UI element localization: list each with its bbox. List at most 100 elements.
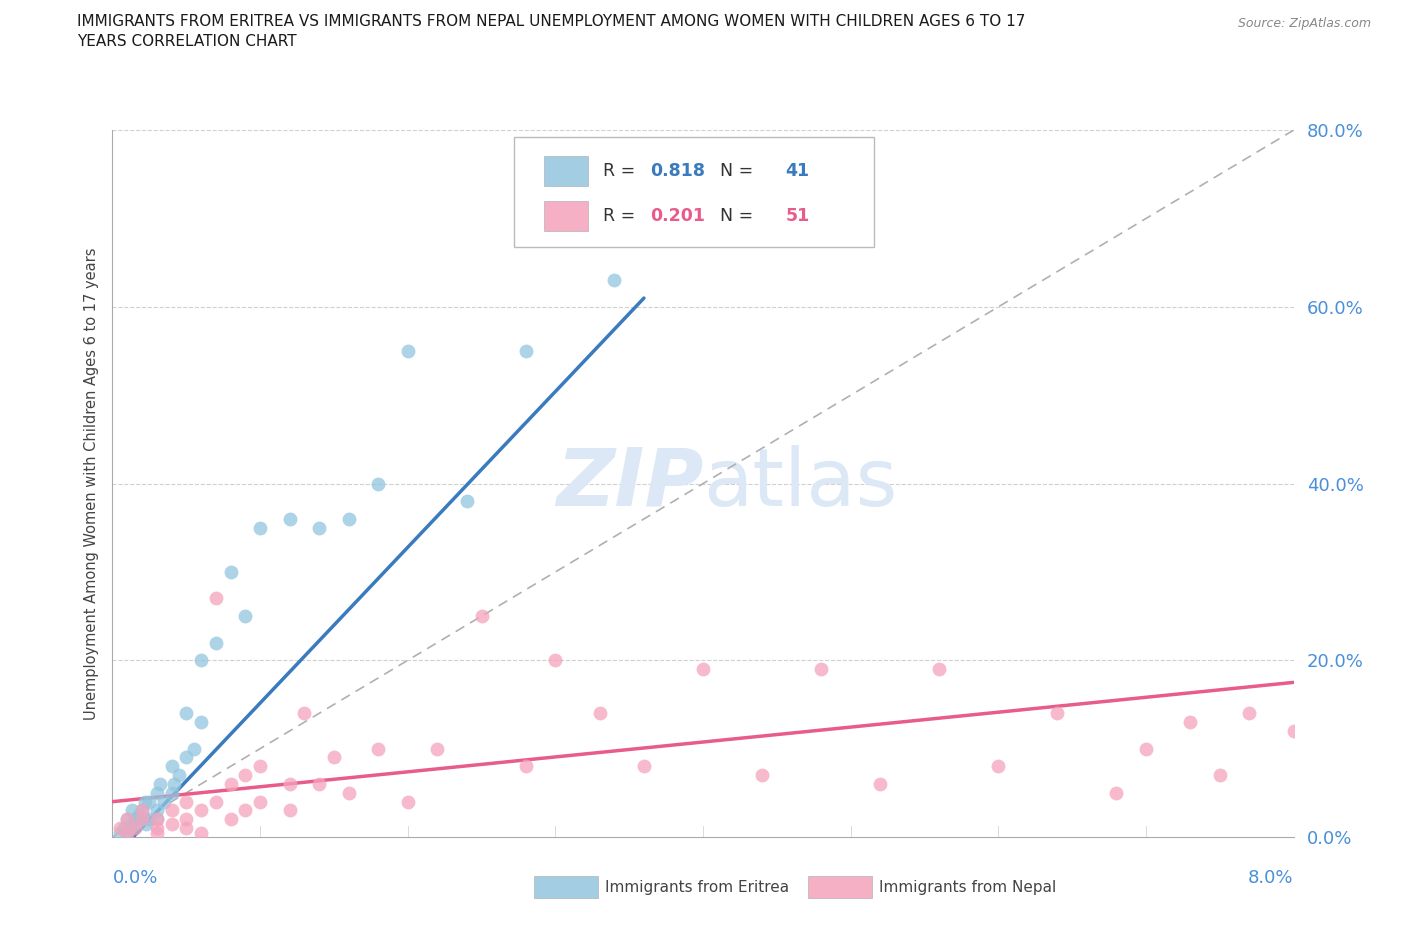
Point (233, 768, 256, 783)
Point (869, 777, 891, 791)
Point (138, 794, 160, 809)
Point (134, 794, 156, 809)
Point (249, 759, 271, 774)
Point (603, 273, 626, 288)
Point (1239, 706, 1261, 721)
Point (308, 521, 330, 536)
Point (190, 653, 212, 668)
Text: ZIP: ZIP (555, 445, 703, 523)
Point (146, 821, 169, 836)
Point (146, 812, 169, 827)
Point (396, 794, 419, 809)
Point (174, 706, 197, 721)
Text: R =: R = (603, 206, 640, 225)
Point (167, 768, 190, 783)
Point (120, 821, 142, 836)
Point (456, 494, 478, 509)
Point (128, 807, 150, 822)
Point (160, 817, 183, 831)
Point (323, 750, 346, 764)
Point (205, 635, 228, 650)
Text: R =: R = (603, 162, 640, 180)
Point (426, 741, 449, 756)
Point (1178, 714, 1201, 729)
Point (515, 759, 537, 774)
Point (219, 777, 242, 791)
FancyBboxPatch shape (544, 201, 589, 231)
FancyBboxPatch shape (515, 138, 875, 246)
Point (124, 817, 146, 831)
Point (396, 344, 419, 359)
Point (278, 512, 301, 526)
Point (233, 804, 256, 818)
Point (278, 777, 301, 791)
Point (135, 817, 157, 831)
Point (117, 812, 138, 827)
FancyBboxPatch shape (544, 156, 589, 186)
Point (367, 741, 389, 756)
Text: Source: ZipAtlas.com: Source: ZipAtlas.com (1237, 17, 1371, 30)
Point (174, 794, 197, 809)
Point (1046, 706, 1069, 721)
Point (205, 794, 228, 809)
Point (160, 804, 183, 818)
Text: YEARS CORRELATION CHART: YEARS CORRELATION CHART (77, 34, 297, 49)
Point (117, 812, 138, 827)
Point (588, 706, 610, 721)
Point (544, 653, 567, 668)
Point (987, 759, 1010, 774)
Point (515, 344, 537, 359)
Point (112, 821, 135, 836)
Point (131, 804, 153, 818)
Text: N =: N = (709, 162, 759, 180)
Point (1208, 768, 1232, 783)
Point (233, 609, 256, 624)
Point (124, 821, 146, 836)
Point (160, 785, 183, 800)
Point (108, 821, 131, 836)
Point (160, 759, 183, 774)
Point (117, 825, 138, 840)
Text: Immigrants from Eritrea: Immigrants from Eritrea (605, 880, 789, 895)
Point (131, 812, 153, 827)
Point (146, 785, 169, 800)
Point (108, 825, 131, 840)
Point (131, 812, 153, 827)
Point (205, 591, 228, 606)
Point (633, 759, 655, 774)
Text: N =: N = (709, 206, 759, 225)
Point (292, 706, 315, 721)
Text: 51: 51 (786, 206, 810, 225)
Point (174, 750, 197, 764)
Point (249, 521, 271, 536)
Point (367, 476, 389, 491)
Point (117, 825, 138, 840)
Text: 0.0%: 0.0% (112, 869, 157, 887)
Point (174, 812, 197, 827)
Point (174, 821, 197, 836)
Point (146, 825, 169, 840)
Point (219, 565, 242, 579)
Text: Immigrants from Nepal: Immigrants from Nepal (879, 880, 1056, 895)
Text: IMMIGRANTS FROM ERITREA VS IMMIGRANTS FROM NEPAL UNEMPLOYMENT AMONG WOMEN WITH C: IMMIGRANTS FROM ERITREA VS IMMIGRANTS FR… (77, 14, 1026, 29)
Point (138, 812, 160, 827)
Point (249, 794, 271, 809)
Text: 0.201: 0.201 (650, 206, 704, 225)
Point (219, 812, 242, 827)
Point (471, 609, 494, 624)
Y-axis label: Unemployment Among Women with Children Ages 6 to 17 years: Unemployment Among Women with Children A… (83, 247, 98, 720)
Point (692, 662, 714, 677)
Point (337, 785, 360, 800)
Point (190, 714, 212, 729)
Point (337, 512, 360, 526)
Point (190, 825, 212, 840)
Point (308, 777, 330, 791)
Point (149, 777, 172, 791)
Point (751, 768, 773, 783)
Point (124, 812, 146, 827)
Text: 0.818: 0.818 (650, 162, 704, 180)
Point (1282, 724, 1305, 738)
Point (153, 794, 176, 809)
Point (163, 777, 186, 791)
Text: 41: 41 (786, 162, 810, 180)
